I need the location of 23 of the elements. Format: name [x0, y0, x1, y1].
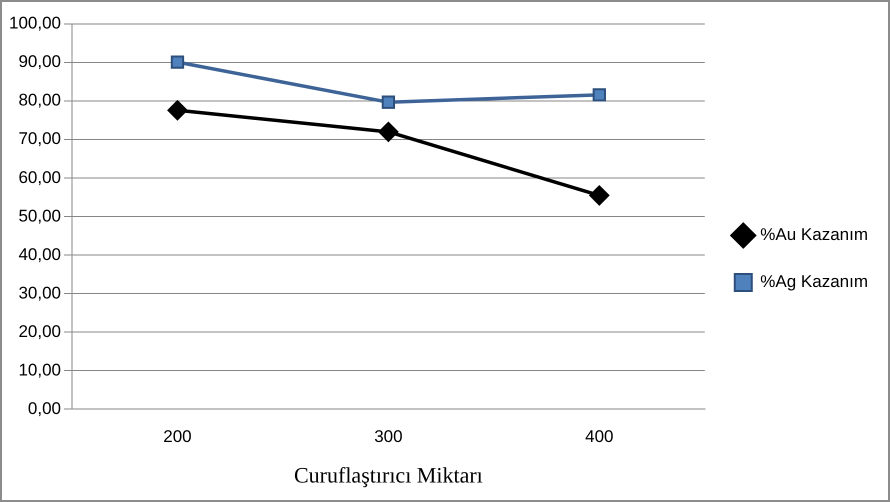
- y-tick-label: 100,00: [8, 14, 61, 33]
- point: [382, 96, 396, 109]
- legend-label: %Ag Kazanım: [760, 272, 868, 292]
- y-tick-label: 90,00: [18, 52, 61, 72]
- y-tick-label: 20,00: [18, 322, 61, 341]
- y-tick-label: 10,00: [18, 360, 61, 380]
- y-tick-label: 0,00: [28, 398, 61, 418]
- y-tick-label: 30,00: [18, 283, 61, 302]
- y-tick-label: 80,00: [18, 90, 61, 110]
- point: [592, 88, 606, 102]
- y-tick-label: 70,00: [18, 129, 61, 148]
- point: [170, 55, 184, 69]
- x-tick-label: 200: [163, 427, 192, 446]
- y-tick-label: 50,00: [18, 206, 61, 226]
- point: [378, 122, 398, 142]
- point: [167, 100, 188, 120]
- point: [589, 185, 610, 206]
- x-tick-label: 300: [374, 427, 403, 446]
- legend-label: %Au Kazanım: [760, 225, 868, 244]
- x-tick-label: 400: [585, 427, 614, 446]
- y-tick-label: 40,00: [18, 244, 61, 264]
- x-axis-title: Curuflaştırıcı Miktarı: [294, 462, 483, 488]
- y-tick-label: 60,00: [18, 168, 61, 187]
